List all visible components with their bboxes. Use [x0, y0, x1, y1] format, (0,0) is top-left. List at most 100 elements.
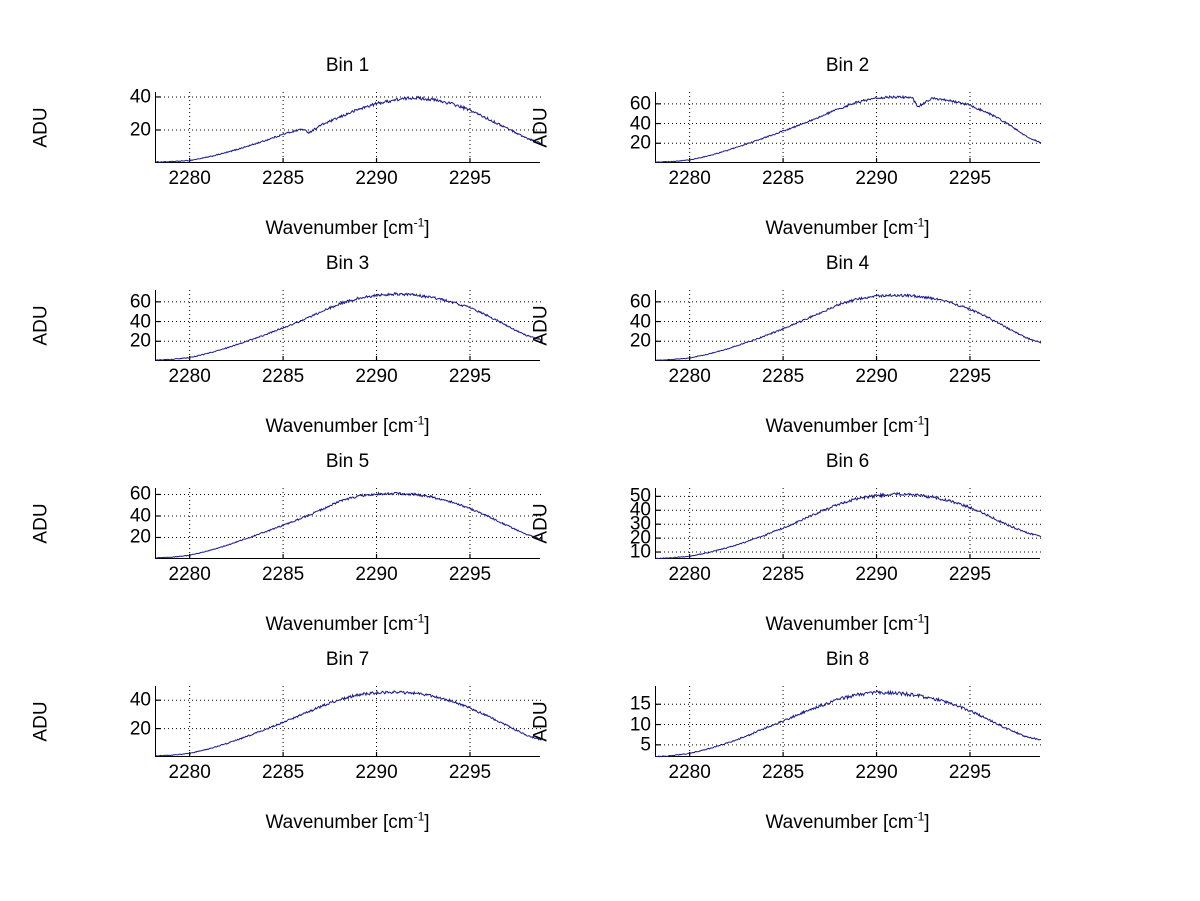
x-tick-label: 2290	[855, 366, 898, 387]
plot-axes: 20 40 2280 2285 2290 2295	[130, 686, 542, 783]
panel-bin-7: Bin 7 20 40 2280 2285 2290 2295 ADU Wavenumber […	[30, 649, 580, 842]
x-axis-label-text: Wavenumber [cm	[765, 614, 914, 635]
x-tick-label: 2290	[355, 564, 398, 585]
x-axis-label-text: Wavenumber [cm	[265, 614, 414, 635]
plot-graphics	[655, 290, 1042, 361]
plot-graphics	[655, 488, 1042, 560]
y-tick-label: 10	[629, 541, 651, 563]
panel-title: Bin 4	[825, 253, 870, 274]
x-axis-label-bracket: ]	[924, 812, 930, 833]
y-tick-label: 15	[629, 693, 651, 715]
y-tick-label: 20	[629, 527, 651, 549]
x-axis-label-exponent: -1	[913, 611, 925, 626]
x-tick-label: 2290	[355, 762, 398, 783]
y-axis-label: ADU	[30, 700, 52, 742]
y-axis-label: ADU	[30, 502, 52, 544]
panel-title: Bin 5	[325, 451, 370, 472]
panel-title: Bin 6	[825, 451, 870, 472]
y-axis-label: ADU	[530, 502, 552, 544]
x-tick-label: 2290	[855, 564, 898, 585]
x-tick-label: 2295	[448, 564, 492, 585]
x-tick-label: 2280	[168, 366, 211, 387]
x-axis-label: Wavenumber [cm-1]	[155, 413, 540, 438]
data-curve	[655, 293, 1042, 361]
x-tick-label: 2280	[168, 564, 211, 585]
plot-axes: 20 40 60 2280 2285 2290 2295	[130, 290, 542, 387]
x-tick-label: 2280	[168, 168, 211, 189]
x-axis-label: Wavenumber [cm-1]	[155, 215, 540, 240]
plot-graphics	[155, 488, 542, 559]
x-axis-label-bracket: ]	[924, 614, 930, 635]
y-tick-label: 5	[640, 734, 651, 756]
panel-title: Bin 8	[825, 649, 870, 670]
x-axis-label: Wavenumber [cm-1]	[655, 611, 1040, 636]
x-tick-label: 2285	[761, 762, 805, 783]
y-tick-label: 20	[129, 330, 151, 352]
panel-title: Bin 3	[325, 253, 370, 274]
y-tick-label: 20	[629, 330, 651, 352]
x-axis-label: Wavenumber [cm-1]	[655, 809, 1040, 834]
x-axis-label: Wavenumber [cm-1]	[655, 217, 1040, 240]
x-axis-label-bracket: ]	[424, 416, 430, 437]
plot-graphics	[655, 686, 1042, 758]
y-tick-label: 20	[629, 132, 651, 154]
x-axis-label-bracket: ]	[924, 416, 930, 437]
x-tick-label: 2280	[168, 762, 211, 783]
x-tick-label: 2285	[761, 564, 805, 585]
x-axis-label: Wavenumber [cm-1]	[155, 809, 540, 834]
panel-title: Bin 1	[325, 55, 370, 76]
x-axis-label-exponent: -1	[413, 413, 425, 428]
x-tick-label: 2295	[448, 762, 492, 783]
x-tick-label: 2295	[948, 762, 992, 783]
x-tick-label: 2290	[855, 762, 898, 783]
data-curve	[655, 491, 1042, 560]
y-tick-label: 60	[129, 483, 151, 505]
panel-bin-5: Bin 5 20 40 60 2280 2285 2290 2295 ADU Wavenumber…	[30, 451, 580, 644]
panel-bin-4: Bin 4 20 40 60 2280 2285 2290 2295 ADU Wavenumber…	[530, 253, 1080, 446]
x-axis-label-exponent: -1	[413, 611, 425, 626]
y-tick-label: 60	[629, 291, 651, 313]
plot-graphics	[655, 92, 1042, 163]
plot-graphics	[155, 92, 542, 163]
plot-axes: 20 40 2280 2285 2290 2295	[130, 87, 542, 189]
x-axis-label-exponent: -1	[913, 809, 925, 824]
x-axis-label-exponent: -1	[413, 215, 425, 230]
y-tick-label: 40	[129, 689, 151, 711]
y-tick-label: 50	[629, 485, 651, 507]
x-tick-label: 2295	[948, 168, 992, 189]
x-tick-label: 2295	[948, 564, 992, 585]
data-curve	[155, 95, 542, 163]
x-tick-label: 2285	[261, 366, 305, 387]
data-curve	[655, 689, 1042, 758]
x-axis-label-exponent: -1	[913, 413, 925, 428]
y-tick-label: 20	[129, 119, 151, 141]
x-tick-label: 2295	[948, 366, 992, 387]
x-axis-label-bracket: ]	[424, 614, 430, 635]
data-curve	[155, 491, 542, 559]
x-axis-label-text: Wavenumber [cm	[765, 812, 914, 833]
y-tick-label: 40	[129, 86, 151, 108]
x-axis-label-text: Wavenumber [cm	[265, 416, 414, 437]
x-tick-label: 2280	[668, 366, 711, 387]
plot-axes: 20 40 60 2280 2285 2290 2295	[630, 290, 1042, 387]
y-axis-label: ADU	[530, 304, 552, 346]
x-axis-label-exponent: -1	[413, 809, 425, 824]
y-tick-label: 40	[129, 311, 151, 333]
x-axis-label-text: Wavenumber [cm	[265, 812, 414, 833]
panel-bin-2: Bin 2 20 40 60 2280 2285 2290 2295 ADU Wavenumber…	[530, 55, 1080, 248]
y-tick-label: 20	[129, 718, 151, 740]
x-tick-label: 2285	[261, 762, 305, 783]
y-axis-label: ADU	[530, 106, 552, 148]
x-tick-label: 2290	[355, 366, 398, 387]
y-axis-label: ADU	[30, 106, 52, 148]
x-tick-label: 2295	[448, 366, 492, 387]
x-axis-label-text: Wavenumber [cm	[265, 218, 414, 239]
data-curve	[155, 689, 542, 757]
y-tick-label: 40	[629, 113, 651, 135]
panel-bin-3: Bin 3 20 40 60 2280 2285 2290 2295 ADU Wavenumber…	[31, 253, 580, 446]
x-tick-label: 2285	[261, 168, 305, 189]
x-tick-label: 2285	[761, 168, 805, 189]
x-axis-label-text: Wavenumber [cm	[765, 218, 914, 239]
plot-axes: 5 10 15 2280 2285 2290 2295	[630, 686, 1042, 783]
plot-graphics	[155, 686, 542, 757]
